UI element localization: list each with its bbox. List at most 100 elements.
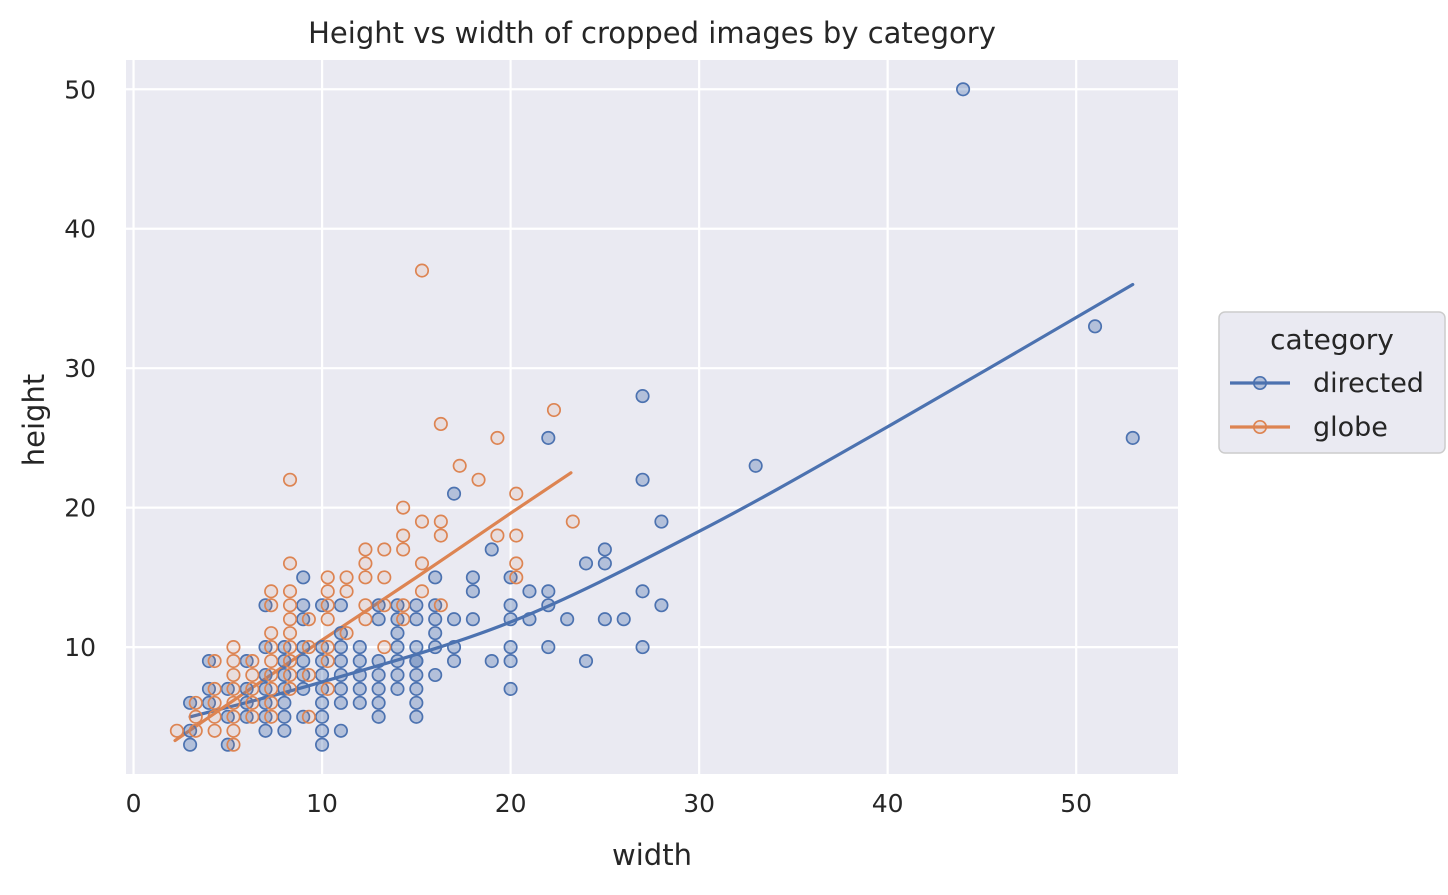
x-tick-label: 40 (872, 789, 904, 818)
point-directed (484, 542, 499, 557)
point-globe (358, 570, 373, 585)
point-globe (377, 640, 392, 655)
y-tick-label: 30 (64, 354, 96, 383)
point-globe (264, 695, 279, 710)
point-directed (352, 695, 367, 710)
point-directed (465, 584, 480, 599)
point-directed (503, 598, 518, 613)
point-globe (414, 584, 430, 599)
point-directed (522, 584, 537, 599)
point-directed (578, 556, 594, 571)
point-directed (635, 584, 650, 599)
point-directed (315, 737, 330, 752)
point-directed (409, 667, 424, 683)
point-directed (277, 695, 292, 710)
point-directed (352, 681, 367, 696)
point-globe (282, 681, 298, 696)
point-directed (352, 653, 367, 669)
point-globe (188, 709, 203, 724)
point-directed (541, 640, 556, 655)
x-tick-label: 50 (1060, 789, 1092, 818)
point-globe (282, 472, 298, 487)
point-globe (320, 598, 335, 613)
point-directed (503, 681, 518, 696)
point-globe (226, 709, 241, 724)
point-globe (433, 514, 448, 529)
point-directed (183, 737, 198, 752)
point-directed (409, 681, 424, 696)
point-directed (503, 612, 518, 627)
point-globe (188, 695, 203, 710)
point-directed (409, 695, 424, 710)
point-globe (207, 681, 222, 696)
point-directed (296, 570, 311, 585)
point-globe (377, 598, 392, 613)
point-directed (409, 612, 424, 627)
point-globe (226, 640, 241, 655)
point-directed (371, 695, 386, 710)
point-directed (446, 640, 462, 655)
x-tick-label: 30 (683, 789, 715, 818)
point-globe (509, 486, 524, 501)
y-tick-label: 50 (64, 75, 96, 104)
x-tick-label: 10 (306, 789, 338, 818)
point-directed (409, 653, 424, 669)
point-directed (333, 653, 348, 669)
point-globe (207, 695, 222, 710)
point-directed (296, 598, 311, 613)
point-globe (433, 416, 448, 432)
point-globe (226, 723, 241, 738)
point-directed (409, 598, 424, 613)
point-directed (635, 472, 650, 487)
point-directed (578, 653, 594, 669)
point-directed (446, 486, 462, 501)
point-globe (358, 598, 373, 613)
point-globe (282, 556, 298, 571)
tick-labels: 0 10 20 30 40 50 10 20 30 40 50 (64, 75, 1092, 818)
point-globe (396, 500, 411, 515)
point-globe (414, 263, 430, 278)
point-directed (315, 667, 330, 683)
point-directed (654, 598, 669, 613)
point-globe (452, 458, 467, 473)
point-globe (301, 612, 316, 627)
point-directed (541, 584, 556, 599)
point-globe (207, 723, 222, 738)
point-directed (503, 640, 518, 655)
point-globe (433, 528, 448, 543)
point-globe (226, 737, 241, 752)
point-globe (396, 612, 411, 627)
point-directed (333, 598, 348, 613)
point-globe (282, 626, 298, 641)
point-globe (433, 598, 448, 613)
point-directed (541, 430, 556, 445)
point-directed (428, 570, 443, 585)
point-directed (560, 612, 575, 627)
point-globe (358, 556, 373, 571)
point-directed (371, 612, 386, 627)
point-directed (428, 667, 443, 683)
y-axis-label: height (17, 374, 51, 466)
point-globe (320, 681, 335, 696)
point-globe (358, 612, 373, 627)
legend-label-directed: directed (1313, 368, 1424, 399)
point-directed (484, 653, 499, 669)
point-globe (245, 653, 260, 669)
point-directed (654, 514, 669, 529)
point-globe (301, 667, 316, 683)
point-directed (616, 612, 631, 627)
point-globe (396, 542, 411, 557)
point-globe (282, 640, 298, 655)
point-directed (315, 709, 330, 724)
point-globe (320, 653, 335, 669)
point-globe (264, 667, 279, 683)
point-globe (282, 598, 298, 613)
point-globe (264, 709, 279, 724)
point-globe (301, 709, 316, 724)
point-directed (371, 653, 386, 669)
point-globe (471, 472, 486, 487)
x-tick-label: 0 (126, 789, 142, 818)
legend: category directed globe (1218, 311, 1446, 454)
